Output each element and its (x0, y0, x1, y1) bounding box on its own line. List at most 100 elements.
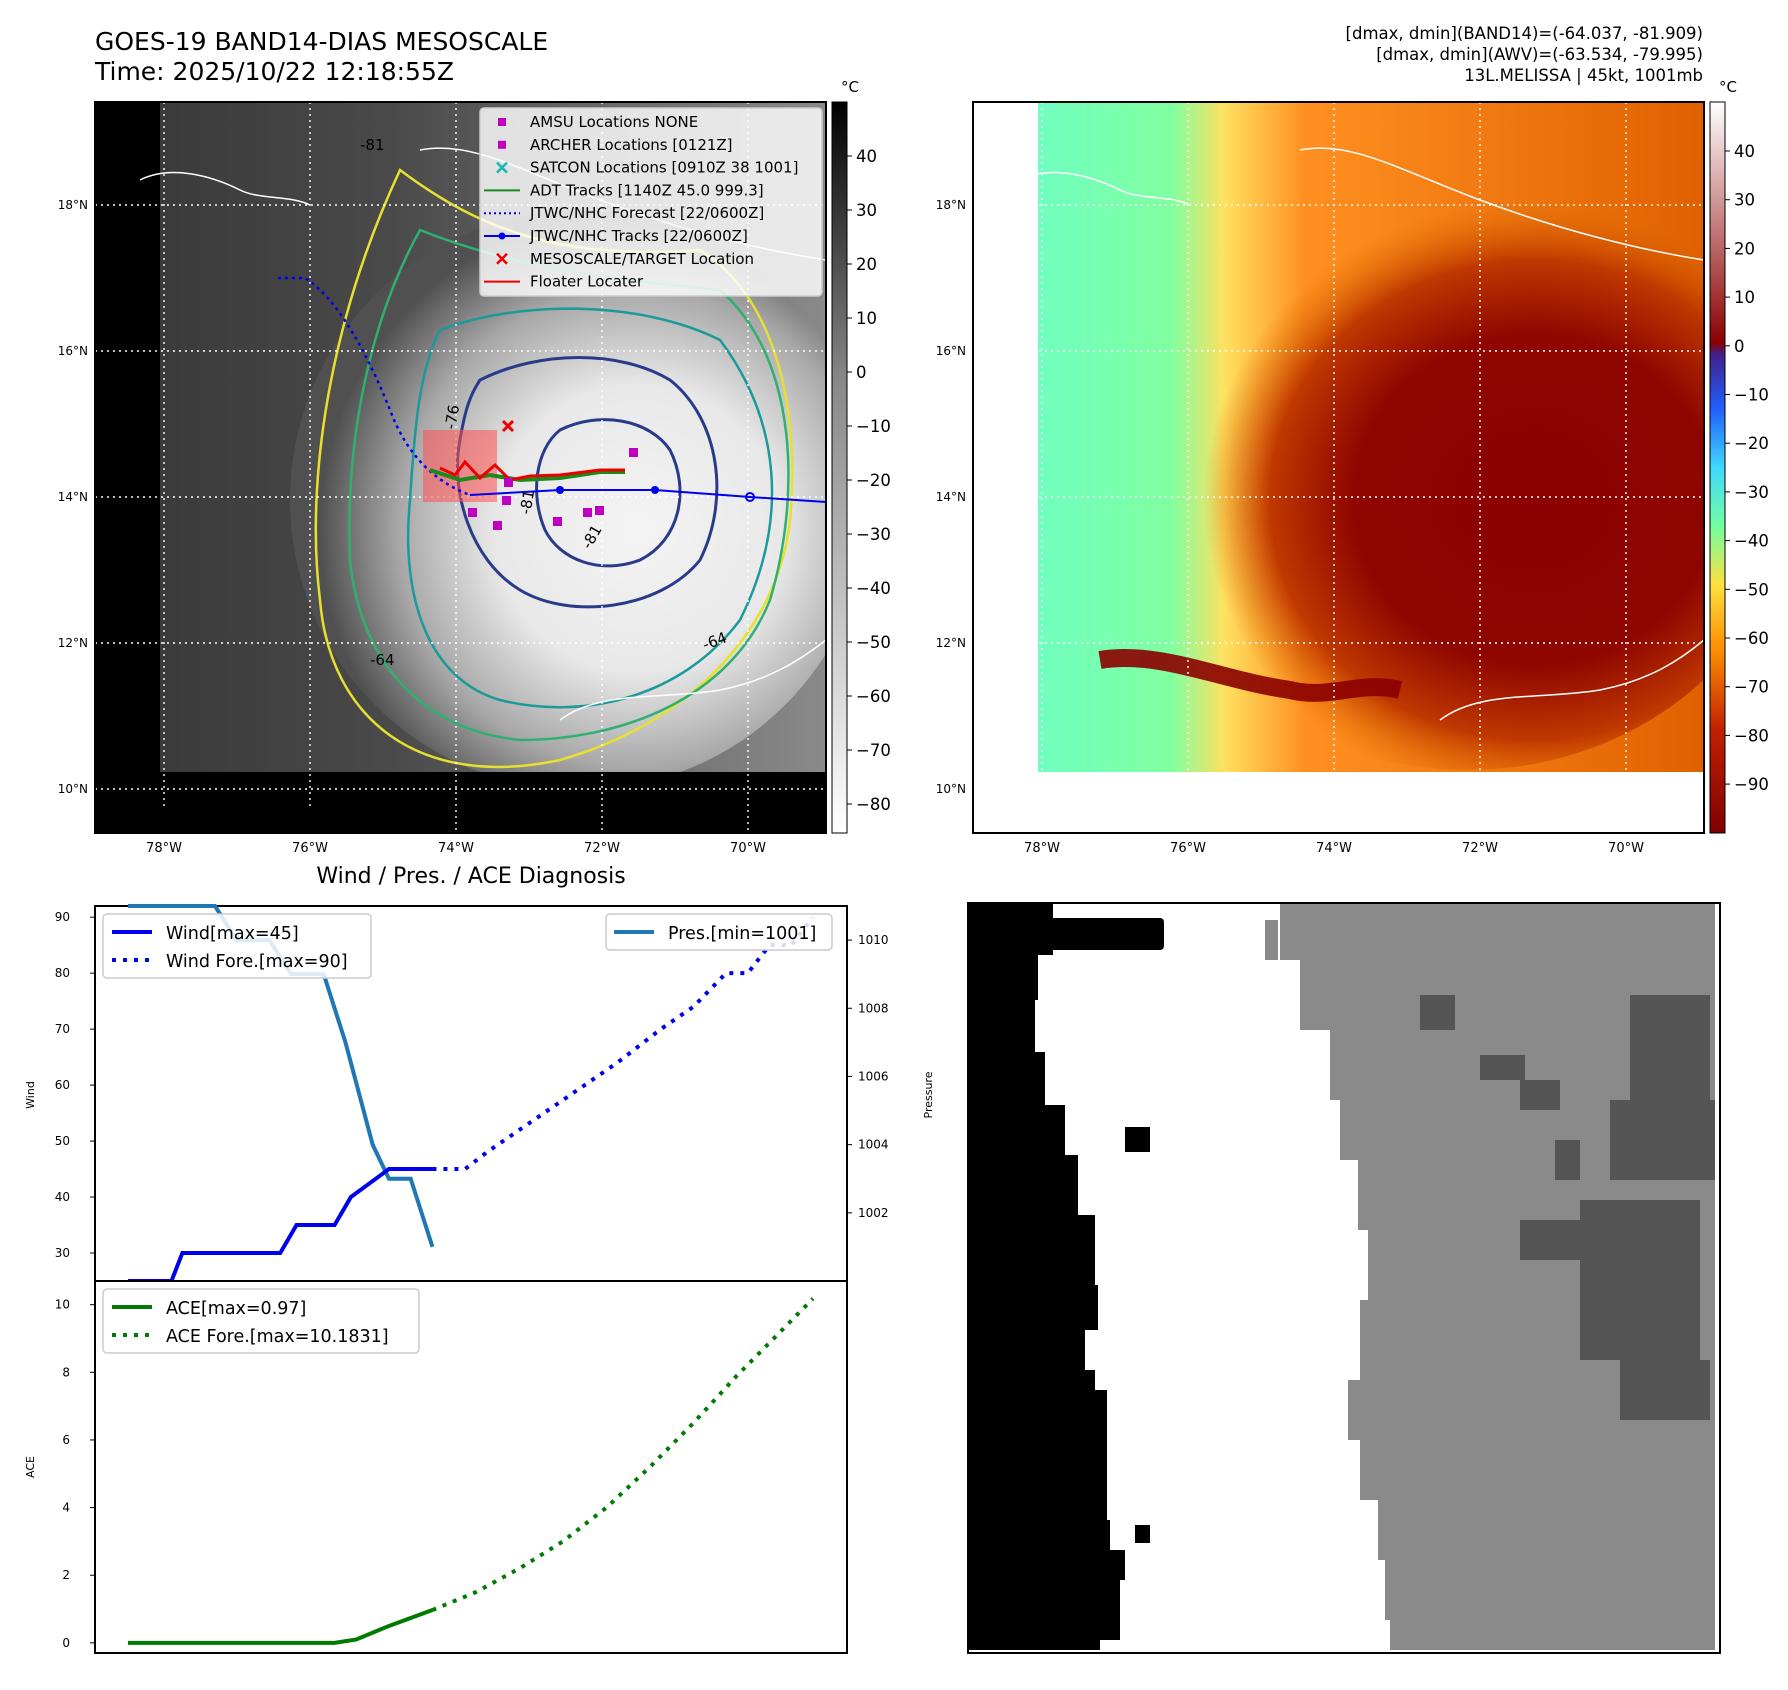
ace-ytick-label: 4 (62, 1501, 70, 1515)
color-cbar-tick-label: 40 (1734, 142, 1755, 161)
ace-ytick-label: 6 (62, 1433, 70, 1447)
lon-label-right: 76°W (1170, 841, 1206, 856)
wind-forecast-series-line (432, 915, 815, 1172)
pressure-legend: Pres.[min=1001] (605, 913, 833, 951)
coastline-south-america (559, 639, 826, 721)
legend-label: ADT Tracks [1140Z 45.0 999.3] (530, 181, 764, 199)
color-cbar-tick-label: −20 (1734, 434, 1769, 453)
gray-cbar-tick-label: −20 (856, 471, 891, 490)
legend-marker-dot (498, 232, 506, 240)
coastline-jamaica-right (1019, 171, 1191, 206)
pressure-ytick-label: 1010 (858, 933, 889, 947)
legend-entry: ADT Tracks [1140Z 45.0 999.3] (484, 181, 764, 199)
color-cbar-tick-label: 30 (1734, 191, 1755, 210)
color-cbar-tick-label: −40 (1734, 532, 1769, 551)
ir-map-legend: AMSU Locations NONE ARCHER Locations [012… (479, 107, 823, 297)
color-cbar-tick-label: −80 (1734, 726, 1769, 745)
gray-cbar-tick-label: 40 (856, 147, 877, 166)
legend-entry: JTWC/NHC Tracks [22/0600Z] (484, 227, 748, 245)
ace-legend: ACE[max=0.97] ACE Fore.[max=10.1831] (102, 1288, 420, 1354)
color-cbar-tick-label: −60 (1734, 629, 1769, 648)
pressure-legend-box (605, 913, 833, 951)
pressure-axis-label: Pressure (922, 1071, 935, 1118)
jtwc-forecast-path (278, 276, 471, 497)
color-map-frame (972, 101, 1705, 834)
color-cbar-tick-label: 0 (1734, 337, 1745, 356)
legend-marker-square (498, 140, 506, 149)
legend-label: Floater Locater (530, 273, 644, 291)
floater-locater-path (439, 459, 625, 482)
wmg-count-box (984, 918, 1164, 950)
gray-cbar-tick-label: −60 (856, 687, 891, 706)
wmg-panel: WMG Count: 0 (967, 902, 1721, 1654)
gray-colorbar-unit: °C (841, 78, 859, 96)
lat-label-right: 18°N (936, 198, 966, 212)
adt-track-path (429, 468, 625, 483)
contour-teal (406, 307, 774, 709)
legend-label: SATCON Locations [0910Z 38 1001] (530, 159, 798, 177)
lat-label: 10°N (58, 782, 88, 796)
color-cbar-tick-label: −50 (1734, 580, 1769, 599)
wind-legend-box (102, 913, 372, 979)
gray-cbar-tick-label: −40 (856, 579, 891, 598)
contour-label-3: -76 (441, 403, 463, 430)
ir-map-panel: -81 -81 -76 -64 -64 -81 AMSU Locations N… (58, 101, 827, 856)
color-map-panel: 18°N 16°N 14°N 12°N 10°N 78°W 76°W 74°W 72°W 70°… (936, 101, 1705, 856)
pressure-ytick-label: 1006 (858, 1069, 889, 1083)
pressure-ytick-label: 1008 (858, 1001, 889, 1015)
wmg-gray-region (1265, 903, 1715, 1650)
ace-axis-label: ACE (24, 1456, 37, 1478)
color-convective-band (1098, 648, 1403, 702)
legend-marker-square (498, 118, 506, 126)
legend-entry: JTWC/NHC Forecast [22/0600Z] (484, 204, 764, 222)
gray-cbar-tick-label: 20 (856, 255, 877, 274)
legend-label: JTWC/NHC Forecast [22/0600Z] (529, 204, 764, 222)
color-colorbar-unit: °C (1719, 78, 1737, 96)
lat-label: 14°N (58, 490, 88, 504)
ace-ytick-label: 8 (62, 1365, 70, 1379)
wind-ytick-label: 80 (55, 966, 70, 980)
ace-chart: ACE 0 2 4 6 8 10 ACE[max=0.97] ACE Fore.[max=… (24, 1280, 848, 1654)
ace-forecast-legend-label: ACE Fore.[max=10.1831] (166, 1327, 389, 1347)
wind-forecast-legend-label: Wind Fore.[max=90] (166, 952, 348, 972)
color-cbar-tick-label: 20 (1734, 239, 1755, 258)
ir-storm-cloud (290, 210, 826, 790)
color-cbar-tick-label: −90 (1734, 775, 1769, 794)
legend-marker-x (496, 252, 508, 265)
gray-colorbar: °C 40 30 20 10 0 −10 −20 −30 −40 −50 −60 −70 −80 (831, 78, 891, 834)
jtwc-track-points (556, 486, 755, 502)
lon-label-right: 78°W (1024, 841, 1060, 856)
contour-navy-inner (535, 418, 682, 568)
wmg-frame (967, 902, 1721, 1654)
lon-label-right: 70°W (1608, 841, 1644, 856)
diagnosis-title: Wind / Pres. / ACE Diagnosis (316, 864, 625, 889)
gray-cbar-tick-label: 0 (856, 363, 867, 382)
lat-label: 16°N (58, 344, 88, 358)
contour-label-6: -81 (360, 136, 385, 154)
coastline-south-america-right (1439, 639, 1704, 721)
color-storm-core (1138, 170, 1704, 770)
dmax-awv: [dmax, dmin](AWV)=(-63.534, -79.995) (1376, 45, 1703, 64)
lon-label: 70°W (730, 841, 766, 856)
lat-label: 12°N (58, 636, 88, 650)
copyright-text: Copyright © 2020-2025 Dapiya (99, 810, 387, 829)
wind-legend: Wind[max=45] Wind Fore.[max=90] (102, 913, 372, 979)
legend-box (479, 107, 823, 297)
wind-ytick-label: 60 (55, 1078, 70, 1092)
gray-cbar-tick-label: 30 (856, 201, 877, 220)
gray-cbar-tick-label: −30 (856, 525, 891, 544)
gray-cbar-tick-label: −70 (856, 741, 891, 760)
wind-series-line (128, 1167, 433, 1283)
wind-ytick-label: 30 (55, 1246, 70, 1260)
wind-ytick-label: 90 (55, 910, 70, 924)
legend-label: ARCHER Locations [0121Z] (530, 136, 733, 154)
wind-pressure-chart: Wind Pressure 30 40 50 60 70 80 90 1002 1004 100… (24, 904, 935, 1283)
legend-entry: MESOSCALE/TARGET Location (496, 250, 754, 268)
color-map-gridlines (973, 102, 1704, 833)
ace-legend-label: ACE[max=0.97] (166, 1299, 306, 1319)
wmg-count-label: WMG Count: 0 (992, 923, 1149, 946)
ace-ytick-label: 10 (55, 1298, 70, 1312)
lat-label-right: 14°N (936, 490, 966, 504)
gray-colorbar-strip (831, 101, 848, 834)
pressure-ytick-label: 1002 (858, 1206, 889, 1220)
